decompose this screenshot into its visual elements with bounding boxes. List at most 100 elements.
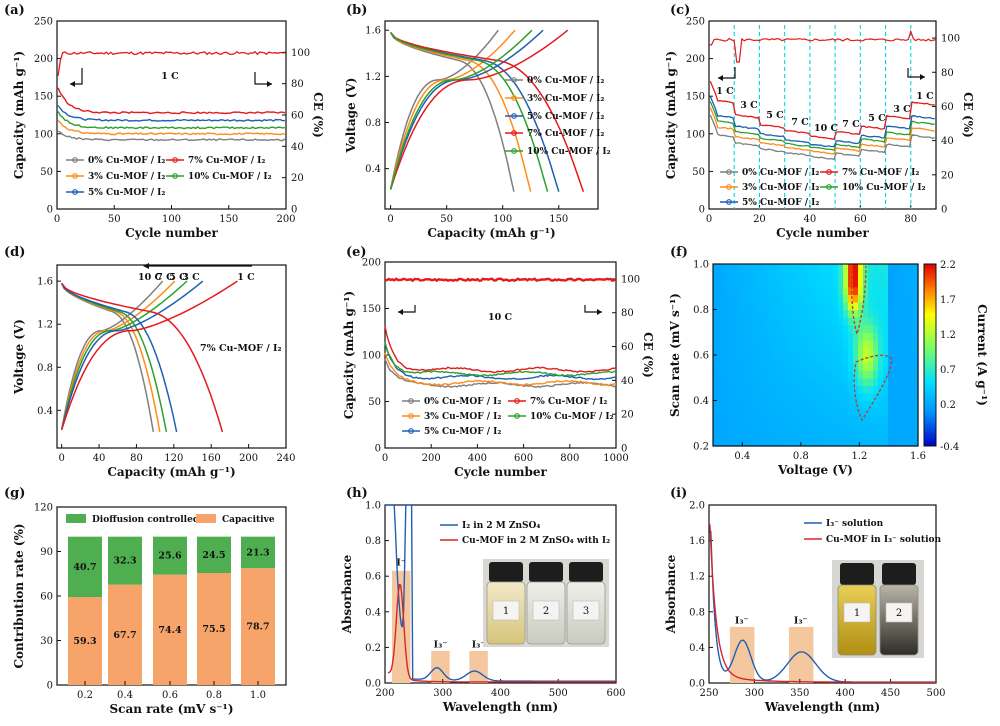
panel-f-heatmap-cell <box>713 408 719 417</box>
panel-f-heatmap-cell <box>883 430 889 439</box>
panel-f-heatmap-cell <box>763 332 769 341</box>
panel-f-heatmap-cell <box>718 408 724 417</box>
panel-f-heatmap-cell <box>903 400 909 409</box>
panel-f-heatmap-cell <box>763 317 769 326</box>
panel-d-xtick-label: 40 <box>93 453 106 464</box>
panel-f-heatmap-cell <box>833 347 839 356</box>
panel-a-legend-label: 10% Cu-MOF / I₂ <box>188 172 272 182</box>
panel-f-heatmap-cell <box>853 400 859 409</box>
panel-a-xlabel: Cycle number <box>125 226 218 240</box>
panel-f-heatmap-cell <box>908 324 914 333</box>
panel-c-legend-marker <box>726 169 732 175</box>
panel-h-ytick-label: 0.8 <box>365 536 381 547</box>
panel-f-heatmap-cell <box>768 264 774 273</box>
panel-f-heatmap-cell <box>898 286 904 295</box>
panel-f-heatmap-cell <box>843 362 849 371</box>
panel-f-heatmap-cell <box>903 392 909 402</box>
panel-f-heatmap-cell <box>733 294 739 303</box>
panel-b-panel-label: (b) <box>346 3 367 18</box>
panel-g-bar-capacitive <box>108 584 142 685</box>
panel-f-heatmap-cell <box>838 370 844 379</box>
panel-f-heatmap-cell <box>793 347 799 356</box>
panel-f-cbar-tick-label: 0.7 <box>940 365 956 376</box>
panel-f-heatmap-cell <box>908 339 914 348</box>
panel-f-heatmap-cell <box>893 430 899 439</box>
panel-f-heatmap-cell <box>713 400 719 409</box>
panel-f-heatmap-cell <box>818 438 824 447</box>
panel-e-ytick-label: 0 <box>375 444 381 455</box>
panel-f-heatmap-cell <box>813 362 819 371</box>
panel-f-heatmap-cell <box>778 294 784 303</box>
panel-a-xtick-label: 150 <box>219 214 238 225</box>
panel-e-series-2 <box>384 343 617 381</box>
panel-c-series-3 <box>709 80 935 141</box>
panel-f-heatmap-cell <box>793 362 799 371</box>
panel-i-ylabel: Absorbance <box>664 554 678 634</box>
panel-f-heatmap-cell <box>823 392 829 402</box>
panel-h-vial-photo: 1 2 3 <box>483 559 609 647</box>
panel-e-series-3 <box>384 326 617 374</box>
panel-f-heatmap-cell <box>733 392 739 402</box>
panel-c-xtick-label: 60 <box>854 214 867 225</box>
panel-f-heatmap-cell <box>908 408 914 417</box>
panel-f-heatmap-cell <box>758 408 764 417</box>
panel-f-heatmap-cell <box>813 408 819 417</box>
panel-f-heatmap-cell <box>848 332 854 341</box>
panel-h-xtick-label: 500 <box>549 688 568 699</box>
panel-f-heatmap-cell <box>743 301 749 311</box>
panel-e-xtick-label: 400 <box>468 453 487 464</box>
panel-f-heatmap-cell <box>828 332 834 341</box>
panel-f-heatmap-cell <box>748 264 754 273</box>
panel-f-heatmap-cell <box>888 415 894 424</box>
panel-h-peak-label: I₃⁻ <box>472 639 486 650</box>
panel-c-ytick-label: 0 <box>699 205 705 216</box>
panel-c-ytick-label: 150 <box>686 92 705 103</box>
panel-f-heatmap-cell <box>808 362 814 371</box>
panel-f-heatmap-cell <box>788 423 794 432</box>
panel-f-heatmap-cell <box>913 264 919 273</box>
panel-f-heatmap-cell <box>858 324 864 333</box>
panel-f-heatmap-cell <box>733 301 739 311</box>
panel-f-heatmap-cell <box>743 279 749 288</box>
panel-f-heatmap-cell <box>863 324 869 333</box>
panel-e-y2tick-label: 100 <box>621 274 640 285</box>
panel-c-rate-label: 1 C <box>716 86 734 97</box>
panel-i-xtick-label: 500 <box>926 688 945 699</box>
panel-f-heatmap-cell <box>868 301 874 311</box>
panel-b-legend-label: 7% Cu-MOF / I₂ <box>527 129 604 139</box>
panel-f-heatmap-cell <box>738 324 744 333</box>
panel-d-rate-arrow-head <box>143 263 149 269</box>
panel-c-rate-label: 3 C <box>893 104 911 115</box>
panel-f-heatmap-cell <box>753 309 759 318</box>
panel-f-heatmap-cell <box>728 400 734 409</box>
panel-f-ylabel: Scan rate (mV s⁻¹) <box>668 293 682 417</box>
panel-f-heatmap-cell <box>748 423 754 432</box>
panel-f-heatmap-cell <box>903 415 909 424</box>
panel-c-rate-label: 7 C <box>842 119 860 130</box>
panel-f-heatmap-cell <box>813 347 819 356</box>
panel-f-heatmap-cell <box>773 392 779 402</box>
panel-b-charge-4 <box>389 29 533 190</box>
panel-f-heatmap-cell <box>718 347 724 356</box>
panel-f-heatmap-cell <box>853 362 859 371</box>
panel-f-heatmap-cell <box>908 400 914 409</box>
panel-f-heatmap-cell <box>768 286 774 295</box>
panel-f-heatmap-cell <box>808 400 814 409</box>
panel-f-heatmap-cell <box>738 392 744 402</box>
panel-f-heatmap-cell <box>728 430 734 439</box>
panel-f-heatmap-cell <box>738 377 744 386</box>
panel-c-xtick-label: 80 <box>904 214 917 225</box>
panel-f-heatmap-cell <box>863 430 869 439</box>
panel-e-xtick-label: 800 <box>560 453 579 464</box>
panel-f-heatmap-cell <box>838 438 844 447</box>
panel-f-heatmap-cell <box>838 339 844 348</box>
panel-f-heatmap-cell <box>723 317 729 326</box>
panel-d-ytick-label: 0.8 <box>37 363 53 374</box>
panel-g-xtick-label: 0.2 <box>77 690 93 701</box>
panel-f-heatmap-cell <box>718 309 724 318</box>
panel-f-heatmap-cell <box>723 279 729 288</box>
panel-f-heatmap-cell <box>743 385 749 394</box>
panel-f-heatmap-cell <box>753 271 759 280</box>
panel-f-heatmap-cell <box>838 309 844 318</box>
panel-f-heatmap-cell <box>908 377 914 386</box>
